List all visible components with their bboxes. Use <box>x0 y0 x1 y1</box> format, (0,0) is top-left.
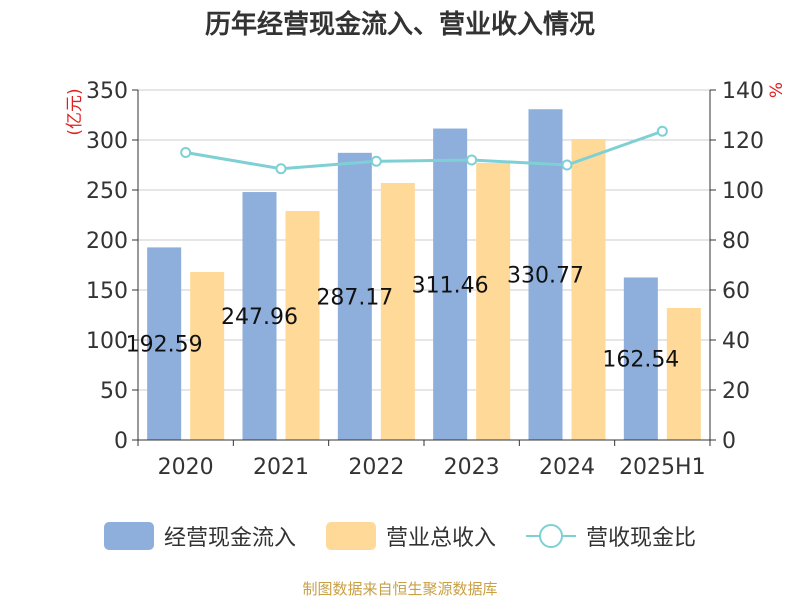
x-tick-label: 2024 <box>539 455 595 480</box>
legend-swatch-revenue <box>325 522 376 550</box>
y-left-tick-label: 300 <box>86 129 128 154</box>
bar-revenue[interactable] <box>285 211 320 440</box>
y-right-unit-label: % <box>767 82 787 98</box>
bar-cash-inflow[interactable] <box>337 152 372 440</box>
point-ratio[interactable] <box>656 125 668 137</box>
x-tick-label: 2022 <box>348 455 404 480</box>
point-ratio[interactable] <box>466 154 478 166</box>
legend-swatch-cash-inflow <box>103 522 154 550</box>
bar-revenue[interactable] <box>571 139 606 440</box>
legend-label-ratio: 营收现金比 <box>586 526 697 551</box>
bar-cash-inflow[interactable] <box>147 247 182 440</box>
bar-cash-inflow[interactable] <box>242 192 277 440</box>
data-label-cash-inflow: 192.59 <box>126 333 203 358</box>
line-ratio <box>185 129 663 171</box>
data-label-cash-inflow: 287.17 <box>316 285 393 310</box>
y-left-unit-label: (亿元) <box>65 88 85 135</box>
point-ratio[interactable] <box>275 163 287 175</box>
y-right-tick-label: 100 <box>722 179 764 204</box>
y-left-tick-label: 350 <box>86 79 128 104</box>
chart-title: 历年经营现金流入、营业收入情况 <box>204 10 595 40</box>
bar-cash-inflow[interactable] <box>623 277 658 440</box>
legend-line-marker-icon <box>526 522 576 550</box>
data-label-cash-inflow: 247.96 <box>221 305 298 330</box>
source-note: 制图数据来自恒生聚源数据库 <box>302 580 498 598</box>
y-left-tick-label: 200 <box>86 229 128 254</box>
legend: 经营现金流入 营业总收入 营收现金比 <box>0 516 800 556</box>
bar-revenue[interactable] <box>190 272 225 440</box>
bar-revenue[interactable] <box>380 183 415 440</box>
y-right-tick-label: 40 <box>722 329 750 354</box>
legend-label-revenue: 营业总收入 <box>385 526 496 551</box>
y-right-tick-label: 140 <box>722 79 764 104</box>
legend-item-revenue[interactable]: 营业总收入 <box>325 520 496 552</box>
bar-cash-inflow[interactable] <box>433 128 468 441</box>
data-label-cash-inflow: 162.54 <box>602 348 679 373</box>
legend-label-cash-inflow: 经营现金流入 <box>163 526 296 551</box>
legend-item-cash-inflow[interactable]: 经营现金流入 <box>103 520 296 552</box>
y-left-tick-label: 50 <box>100 379 128 404</box>
legend-item-ratio[interactable]: 营收现金比 <box>526 520 696 552</box>
y-right-tick-label: 120 <box>722 129 764 154</box>
y-right-tick-label: 60 <box>722 279 750 304</box>
bar-revenue[interactable] <box>666 308 701 440</box>
y-right-tick-label: 0 <box>722 429 736 454</box>
y-right-tick-label: 20 <box>722 379 750 404</box>
data-label-cash-inflow: 330.77 <box>507 264 584 289</box>
x-tick-label: 2025H1 <box>619 455 706 480</box>
y-left-tick-label: 0 <box>114 429 128 454</box>
y-right-tick-label: 80 <box>722 229 750 254</box>
y-left-tick-label: 150 <box>86 279 128 304</box>
bar-revenue[interactable] <box>476 163 511 440</box>
point-ratio[interactable] <box>370 155 382 167</box>
data-label-cash-inflow: 311.46 <box>412 273 489 298</box>
point-ratio[interactable] <box>561 159 573 171</box>
x-tick-label: 2020 <box>158 455 214 480</box>
x-tick-label: 2021 <box>253 455 309 480</box>
y-left-tick-label: 100 <box>86 329 128 354</box>
y-left-tick-label: 250 <box>86 179 128 204</box>
x-tick-label: 2023 <box>444 455 500 480</box>
point-ratio[interactable] <box>180 147 192 158</box>
